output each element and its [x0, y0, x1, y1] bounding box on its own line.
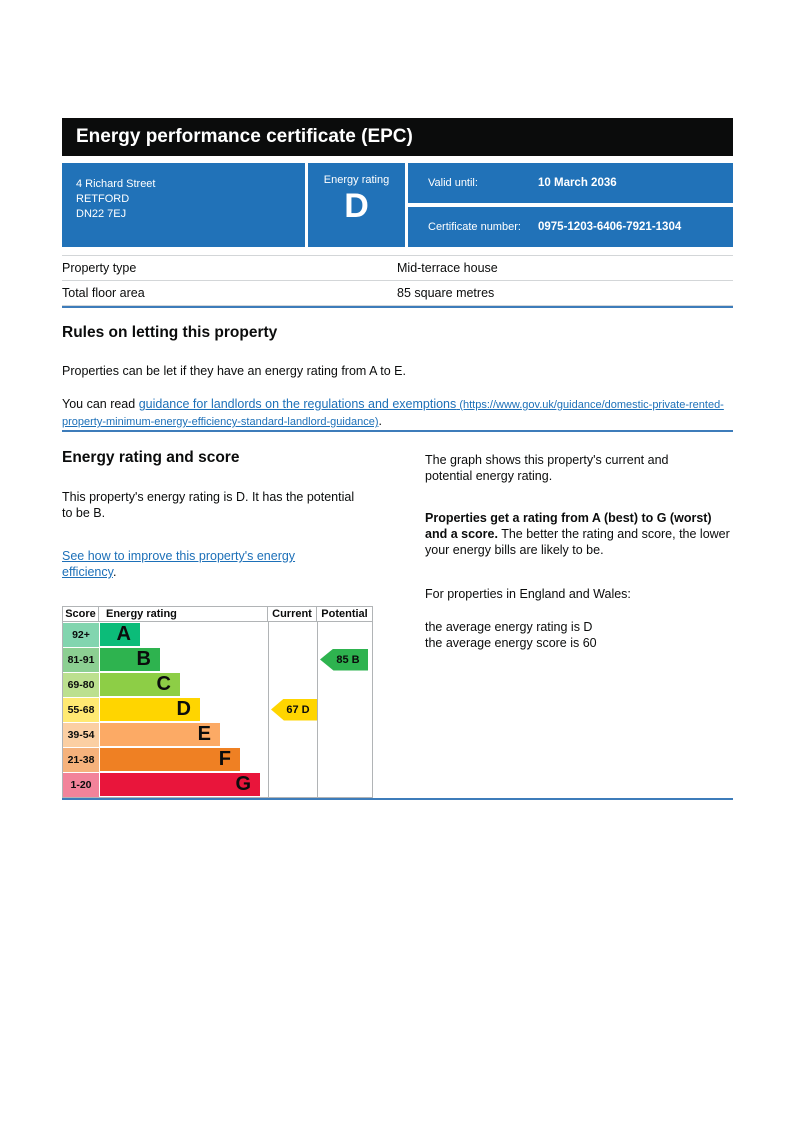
- floor-area-value: 85 square metres: [397, 286, 495, 300]
- band-letter: G: [235, 773, 251, 795]
- band-letter: B: [136, 648, 151, 670]
- band-score-range: 55-68: [63, 697, 99, 722]
- address-line-2: RETFORD: [76, 193, 130, 205]
- band-bar-d: D: [100, 698, 200, 721]
- floor-area-label: Total floor area: [62, 286, 145, 300]
- band-bar-c: C: [100, 673, 180, 696]
- page-content: Energy performance certificate (EPC) 4 R…: [62, 0, 733, 800]
- rating-heading: Energy rating and score: [62, 449, 240, 466]
- band-letter: E: [197, 723, 211, 745]
- chart-band-row: 21-38 F: [63, 747, 372, 772]
- chart-header-rating: Energy rating: [99, 607, 268, 621]
- energy-rating-value: D: [344, 187, 369, 225]
- improve-paragraph: See how to improve this property's energ…: [62, 548, 342, 580]
- band-score-range: 21-38: [63, 747, 99, 772]
- rating-explanation-rest: The better the rating and score, the low…: [425, 527, 730, 557]
- certificate-summary: 4 Richard Street RETFORD DN22 7EJ Energy…: [62, 163, 733, 247]
- address-line-1: 4 Richard Street: [76, 178, 156, 190]
- rating-left-column: Energy rating and score This property's …: [62, 449, 425, 798]
- rating-explanation-bold: Properties get a rating from A (best) to…: [425, 511, 712, 541]
- guidance-prefix: You can read: [62, 397, 139, 411]
- improve-suffix: .: [112, 565, 117, 579]
- graph-description: The graph shows this property's current …: [425, 453, 669, 483]
- certificate-number-row: Certificate number: 0975-1203-6406-7921-…: [408, 207, 733, 247]
- guidance-suffix: .: [378, 414, 382, 428]
- guidance-paragraph: You can read guidance for landlords on t…: [62, 396, 733, 430]
- chart-body: 92+ A 81-91 B 69-80 C 55-68 D 39-54 E 21-38 F 1-20 G …: [63, 622, 372, 797]
- valid-until-row: Valid until: 10 March 2036: [408, 163, 733, 203]
- potential-rating-arrow: 85 B: [320, 648, 368, 671]
- current-rating-arrow: 67 D: [271, 698, 317, 721]
- band-letter: F: [218, 748, 231, 770]
- chart-band-row: 69-80 C: [63, 672, 372, 697]
- chart-header-current: Current: [268, 607, 317, 621]
- chart-band-row: 55-68 D: [63, 697, 372, 722]
- averages: the average energy rating is D the averag…: [425, 619, 733, 651]
- landlord-guidance-link[interactable]: guidance for landlords on the regulation…: [62, 397, 724, 428]
- potential-column-divider: [317, 622, 318, 797]
- chart-band-row: 81-91 B: [63, 647, 372, 672]
- average-rating: the average energy rating is D: [425, 620, 593, 634]
- section-divider: [62, 306, 733, 308]
- band-bar-a: A: [100, 623, 140, 646]
- band-bar-e: E: [100, 723, 220, 746]
- chart-header: Score Energy rating Current Potential: [63, 607, 372, 622]
- chart-header-score: Score: [63, 607, 99, 621]
- table-row: Total floor area 85 square metres: [62, 281, 733, 306]
- landlord-guidance-url: (https://www.gov.uk/guidance/domestic-pr…: [62, 399, 724, 428]
- property-type-label: Property type: [62, 261, 137, 275]
- england-wales-intro: For properties in England and Wales:: [425, 587, 631, 601]
- current-column-divider: [268, 622, 269, 797]
- valid-until-label: Valid until:: [428, 177, 478, 189]
- property-type-value: Mid-terrace house: [397, 261, 498, 275]
- property-address: 4 Richard Street RETFORD DN22 7EJ: [62, 163, 305, 247]
- energy-rating-section: Energy rating and score This property's …: [62, 449, 733, 798]
- epc-rating-chart: Score Energy rating Current Potential 92…: [62, 606, 373, 798]
- chart-header-potential: Potential: [321, 608, 368, 620]
- rules-heading: Rules on letting this property: [62, 324, 278, 341]
- table-row: Property type Mid-terrace house: [62, 256, 733, 281]
- band-bar-f: F: [100, 748, 240, 771]
- certificate-details: Valid until: 10 March 2036 Certificate n…: [408, 163, 733, 247]
- band-letter: A: [116, 623, 131, 645]
- band-letter: D: [176, 698, 191, 720]
- band-score-range: 1-20: [63, 772, 99, 797]
- rating-intro: This property's energy rating is D. It h…: [62, 490, 355, 520]
- section-divider: [62, 798, 733, 800]
- energy-rating-box: Energy rating D: [308, 163, 405, 247]
- valid-until-value: 10 March 2036: [538, 177, 617, 189]
- band-score-range: 69-80: [63, 672, 99, 697]
- page-title: Energy performance certificate (EPC): [62, 118, 733, 156]
- section-divider: [62, 430, 733, 432]
- band-bar-b: B: [100, 648, 160, 671]
- rating-right-column: The graph shows this property's current …: [425, 449, 733, 798]
- chart-band-row: 1-20 G: [63, 772, 372, 797]
- band-letter: C: [156, 673, 171, 695]
- certificate-number-label: Certificate number:: [428, 221, 521, 233]
- improve-efficiency-link[interactable]: See how to improve this property's energ…: [62, 549, 296, 579]
- chart-band-row: 92+ A: [63, 622, 372, 647]
- certificate-number-value: 0975-1203-6406-7921-1304: [538, 221, 682, 233]
- band-score-range: 39-54: [63, 722, 99, 747]
- property-details-table: Property type Mid-terrace house Total fl…: [62, 255, 733, 306]
- band-bar-g: G: [100, 773, 260, 796]
- rules-paragraph: Properties can be let if they have an en…: [62, 364, 406, 378]
- rating-explanation: Properties get a rating from A (best) to…: [425, 510, 733, 558]
- address-line-3: DN22 7EJ: [76, 208, 127, 220]
- chart-band-row: 39-54 E: [63, 722, 372, 747]
- band-score-range: 92+: [63, 622, 99, 647]
- energy-rating-label: Energy rating: [323, 174, 390, 186]
- average-score: the average energy score is 60: [425, 636, 597, 650]
- band-score-range: 81-91: [63, 647, 99, 672]
